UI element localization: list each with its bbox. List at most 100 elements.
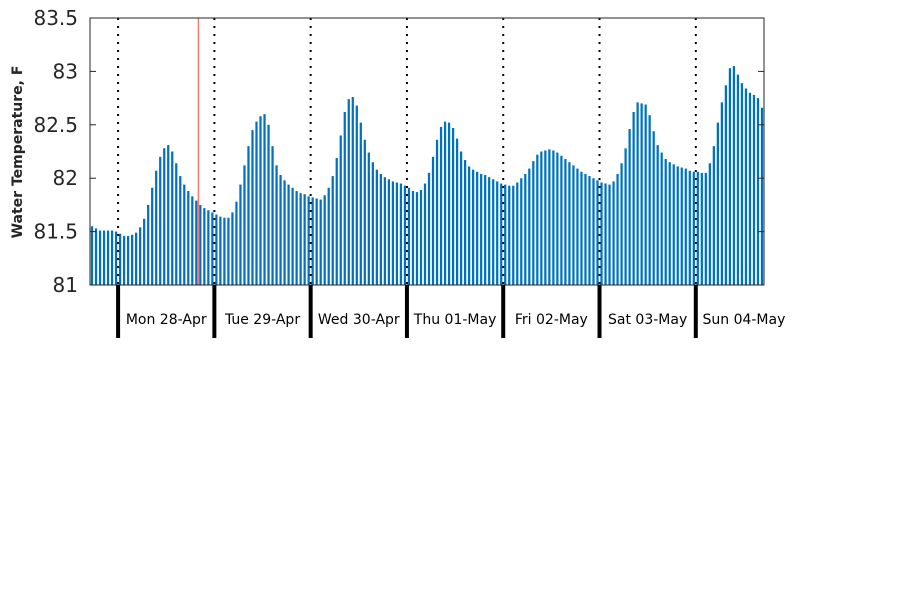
bar (628, 129, 631, 285)
bar (500, 183, 503, 285)
bar (355, 105, 358, 285)
bar (335, 157, 338, 285)
bar (126, 235, 130, 285)
bar (143, 218, 146, 285)
day-axis: Mon 28-Apr Tue 29-Apr Wed 30-Apr Thu 01-May… (116, 285, 785, 338)
bar (712, 146, 715, 285)
bar (584, 173, 587, 285)
bar (716, 122, 719, 285)
bar (451, 128, 455, 285)
bar (760, 107, 764, 286)
bar (207, 210, 210, 285)
bar (616, 173, 619, 285)
bar (391, 181, 395, 285)
bar (756, 98, 760, 285)
bar (504, 184, 507, 285)
y-axis-ticks: 81 81.5 82 82.5 83 83.5 (33, 6, 764, 297)
bar (668, 162, 671, 285)
bar (439, 126, 443, 285)
bar (255, 121, 258, 285)
bar (199, 204, 202, 285)
bar (752, 94, 756, 286)
bar (383, 177, 386, 285)
bar (211, 212, 214, 285)
bar (676, 166, 679, 285)
bar (399, 183, 403, 285)
bar (652, 131, 655, 285)
y-tick-label: 83 (53, 59, 78, 83)
bar (94, 228, 98, 285)
bar (263, 114, 266, 286)
bar (544, 150, 547, 285)
bar (455, 138, 459, 285)
bar (427, 172, 431, 285)
day-label: Wed 30-Apr (318, 312, 400, 328)
bar (443, 121, 447, 285)
bar (311, 197, 314, 285)
bar (175, 163, 178, 285)
plot-frame (89, 17, 765, 286)
day-label: Thu 01-May (413, 312, 497, 328)
bar (692, 171, 695, 285)
bar (556, 152, 559, 285)
bar (415, 192, 419, 285)
bar (171, 151, 174, 285)
bar (275, 165, 278, 285)
bar (508, 185, 511, 285)
bar (724, 85, 728, 285)
bar (303, 194, 306, 285)
bar (568, 162, 571, 285)
bar (407, 187, 411, 285)
bar (371, 162, 374, 285)
bar (540, 151, 543, 285)
day-label: Fri 02-May (515, 312, 588, 328)
day-label: Sun 04-May (702, 312, 785, 328)
bar (536, 154, 539, 285)
bar (520, 178, 523, 285)
bar (299, 193, 302, 285)
bar (552, 150, 555, 285)
bar (423, 183, 427, 285)
bar (351, 97, 354, 285)
bar (496, 181, 499, 285)
bar (435, 139, 439, 285)
bar (656, 145, 659, 285)
bar (431, 156, 435, 285)
bar (243, 165, 246, 285)
bar (576, 168, 579, 285)
bar (632, 111, 635, 285)
bar (596, 180, 599, 285)
bar (560, 155, 563, 285)
bar (620, 163, 623, 285)
bar (419, 189, 423, 285)
bar (347, 99, 350, 285)
bar (704, 172, 707, 285)
bar (98, 230, 102, 285)
bar (728, 68, 732, 285)
bar (411, 191, 415, 285)
day-label: Tue 29-Apr (224, 312, 300, 328)
bar (528, 168, 531, 285)
bar (323, 195, 326, 285)
bar (680, 167, 683, 285)
bar (118, 233, 122, 285)
bar (640, 103, 643, 285)
bar (736, 74, 740, 285)
bar (472, 169, 475, 285)
bar (135, 232, 138, 285)
bar (279, 175, 282, 285)
bar (476, 171, 479, 285)
bar (600, 182, 603, 285)
bar (524, 173, 527, 285)
bar (131, 234, 134, 285)
day-label: Mon 28-Apr (126, 312, 207, 328)
bar (588, 176, 591, 285)
y-tick-label: 81.5 (33, 220, 78, 244)
bar (624, 148, 627, 285)
bar (307, 196, 310, 285)
bar (315, 198, 318, 285)
bar (219, 216, 222, 285)
bar (744, 88, 748, 286)
bar (363, 139, 366, 285)
bar (564, 158, 567, 285)
